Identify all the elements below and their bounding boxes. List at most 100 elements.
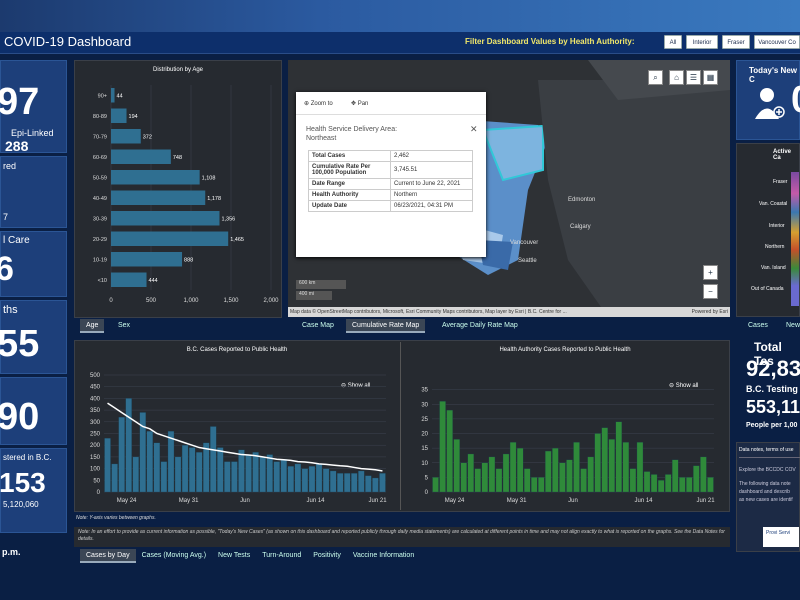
zoom-in-icon[interactable]: + [703,265,718,280]
bar [252,452,259,493]
registered-value: 153 [0,467,46,498]
x-tick-label: May 31 [507,498,527,504]
bar [379,473,386,493]
bar [594,433,601,493]
bar [266,454,273,493]
disclaimer: Note: In an effort to provide as current… [74,527,730,547]
map-panel[interactable]: Edmonton Calgary Vancouver Seattle ⌕ ⌂ ☰… [288,60,730,317]
y-tick-label: 100 [90,467,101,473]
popup-divider [296,114,486,115]
bar [531,477,538,493]
y-tick-label: 300 [90,420,101,426]
ninety-value: 90 [0,396,40,438]
basemap-icon[interactable]: ▦ [703,70,718,85]
bar [351,473,358,493]
city-calgary: Calgary [570,224,591,230]
tab-new[interactable]: New [786,322,800,329]
bar [693,465,700,493]
popup-area-label: Health Service Delivery Area: [306,126,398,133]
show-all-right[interactable]: ⊖ Show all [669,383,699,389]
zoom-to-button[interactable]: ⊕ Zoom to [304,101,333,107]
bar [587,456,594,493]
bar [432,477,439,493]
x-tick-label: Jun 14 [306,498,325,504]
update-time: p.m. [2,547,21,557]
bar [181,445,189,493]
y-tick-label: 10-19 [93,257,107,263]
x-tick-label: 1,500 [223,298,239,304]
deaths-label: ths [3,304,18,316]
bar [111,149,171,164]
data-label: 194 [129,114,138,120]
y-tick-label: 350 [90,408,101,414]
search-icon[interactable]: ⌕ [648,70,663,85]
data-notes-panel: Data notes, terms of use Explore the BCC… [736,442,800,552]
bar [509,442,517,493]
map-popup: ⊕ Zoom to ✥ Pan Health Service Delivery … [296,92,486,257]
filter-label: Filter Dashboard Values by Health Author… [465,37,635,46]
bar [664,474,672,493]
filter-all-button[interactable]: All [664,35,682,49]
x-tick-label: May 24 [117,498,137,504]
bar [672,459,679,493]
pan-button[interactable]: ✥ Pan [351,101,369,107]
bar [552,447,559,493]
filter-vancouver-button[interactable]: Vancouver Co [754,35,800,49]
bar [118,416,125,493]
bar [573,442,580,493]
bar [111,252,183,267]
tab-positivity[interactable]: Positivity [313,552,341,559]
filter-fraser-button[interactable]: Fraser [722,35,750,49]
tab-turn-around[interactable]: Turn-Around [262,552,302,559]
region-northern: Northern [765,244,785,250]
tab-cases-by-day[interactable]: Cases by Day [80,549,136,563]
bar [160,461,168,493]
tab-cases-moving-avg[interactable]: Cases (Moving Avg.) [141,552,207,559]
y-tick-label: 15 [421,446,428,452]
bar [601,427,608,493]
bar [322,468,330,493]
zoom-out-icon[interactable]: − [703,284,718,299]
bar [453,439,460,493]
bar [132,456,139,493]
tab-age[interactable]: Age [80,319,105,333]
y-tick-label: 5 [425,475,429,481]
bar [301,468,309,493]
city-seattle: Seattle [518,258,537,264]
bar [580,468,587,493]
show-all-left[interactable]: ⊖ Show all [341,383,371,389]
bar [358,470,365,493]
tab-vaccine-information[interactable]: Vaccine Information [352,552,415,559]
page-title: COVID-19 Dashboard [4,34,132,49]
tab-average-daily-rate-map[interactable]: Average Daily Rate Map [442,322,518,329]
today-new-panel: Today's New C 0 [736,60,800,140]
list-icon[interactable]: ☰ [686,70,701,85]
bar [615,421,623,493]
region-van-island: Van. Island [761,265,786,271]
bar [245,454,252,493]
bar [280,459,287,493]
home-icon[interactable]: ⌂ [669,70,684,85]
y-tick-label: <10 [98,278,107,284]
x-tick-label: 1,000 [183,298,199,304]
tab-new-tests[interactable]: New Tests [218,552,251,559]
yaxis-note: Note: Y-axis varies between graphs. [76,515,156,521]
bar [153,442,161,493]
filter-interior-button[interactable]: Interior [686,35,718,49]
bar [700,456,707,493]
bar [210,426,217,493]
bar [566,459,573,493]
close-icon[interactable]: ✕ [470,124,478,134]
notes-title[interactable]: Data notes, terms of use [739,447,794,453]
bar [344,473,351,493]
x-tick-label: Jun 21 [697,498,716,504]
tab-cases[interactable]: Cases [748,322,768,329]
y-tick-label: 90+ [98,93,107,99]
recovered-label: red [3,161,17,171]
epi-linked-label: Epi-Linked [11,128,54,138]
tab-case-map[interactable]: Case Map [302,322,334,329]
tab-sex[interactable]: Sex [118,322,131,329]
total-cases-value: 97 [0,81,40,123]
tab-cumulative-rate-map[interactable]: Cumulative Rate Map [346,319,426,333]
bar [188,447,196,493]
